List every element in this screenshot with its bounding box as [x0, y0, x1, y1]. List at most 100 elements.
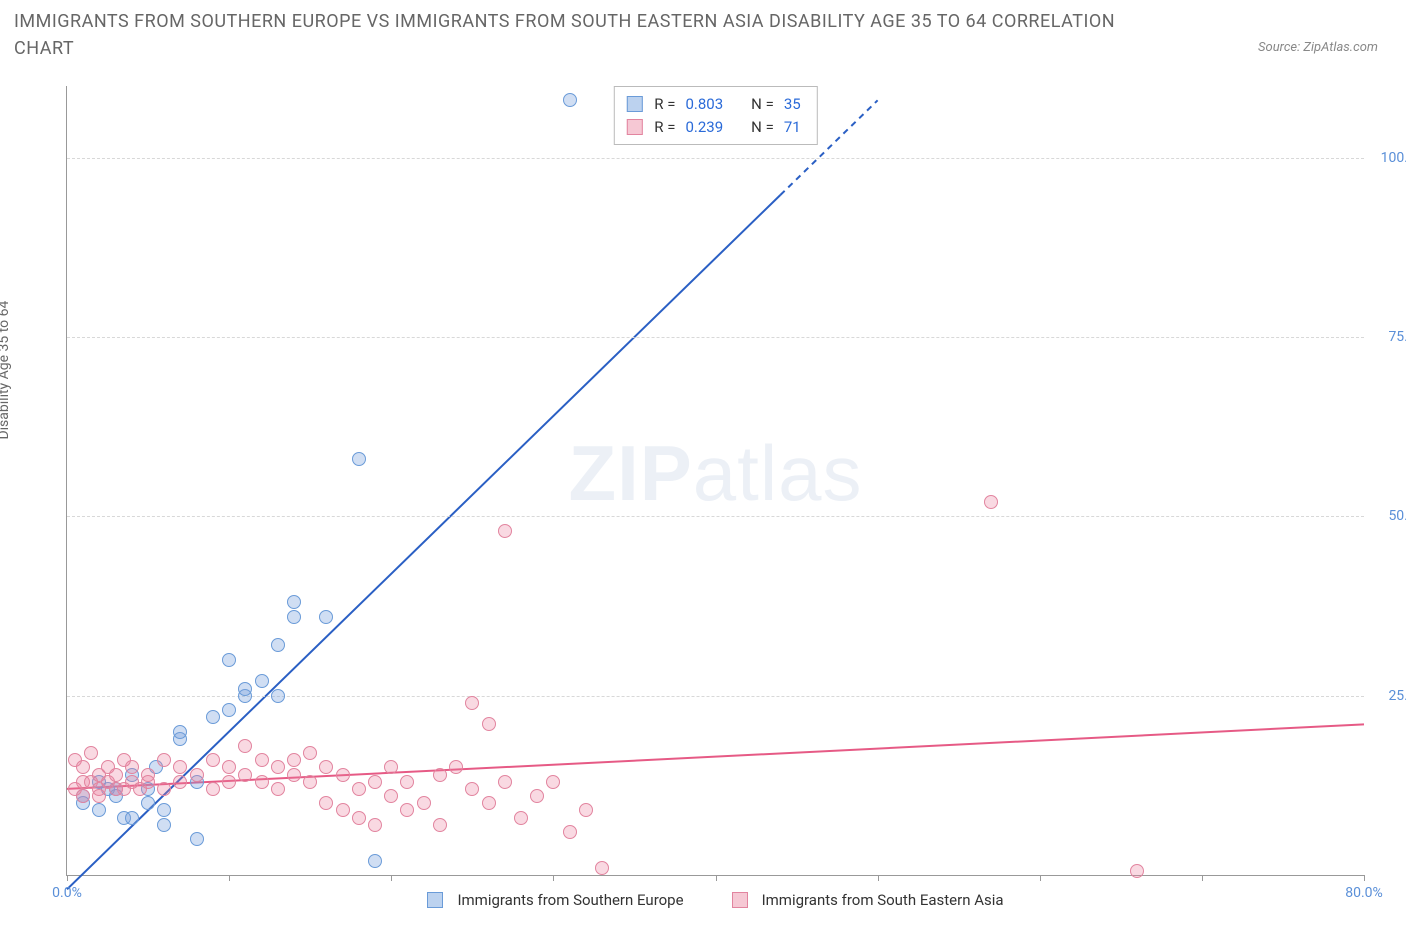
- legend-label: Immigrants from Southern Europe: [457, 891, 683, 909]
- scatter-point: [92, 789, 106, 803]
- swatch-icon: [626, 96, 642, 112]
- scatter-point: [190, 832, 204, 846]
- scatter-point: [206, 782, 220, 796]
- scatter-point: [368, 775, 382, 789]
- scatter-point: [417, 796, 431, 810]
- scatter-point: [271, 638, 285, 652]
- x-tick: [67, 875, 68, 881]
- scatter-point: [238, 739, 252, 753]
- scatter-point: [125, 760, 139, 774]
- scatter-point: [984, 495, 998, 509]
- n-label: N =: [751, 93, 774, 116]
- y-tick-label: 25.0%: [1370, 688, 1406, 704]
- scatter-point: [530, 789, 544, 803]
- scatter-point: [271, 760, 285, 774]
- scatter-point: [319, 610, 333, 624]
- legend-item: Immigrants from Southern Europe: [427, 891, 683, 909]
- swatch-icon: [732, 892, 748, 908]
- scatter-point: [433, 818, 447, 832]
- scatter-point: [173, 760, 187, 774]
- series-legend: Immigrants from Southern Europe Immigran…: [67, 891, 1364, 909]
- scatter-point: [579, 803, 593, 817]
- scatter-point: [514, 811, 528, 825]
- n-label: N =: [751, 116, 774, 139]
- scatter-point: [287, 610, 301, 624]
- scatter-point: [384, 789, 398, 803]
- scatter-point: [76, 760, 90, 774]
- scatter-point: [173, 725, 187, 739]
- scatter-point: [109, 768, 123, 782]
- scatter-point: [238, 682, 252, 696]
- scatter-point: [303, 746, 317, 760]
- scatter-point: [255, 753, 269, 767]
- scatter-point: [465, 696, 479, 710]
- x-tick: [391, 875, 392, 881]
- scatter-point: [287, 595, 301, 609]
- x-tick: [1040, 875, 1041, 881]
- x-tick: [229, 875, 230, 881]
- scatter-point: [84, 746, 98, 760]
- r-value: 0.803: [685, 93, 723, 116]
- x-tick-label: 80.0%: [1345, 885, 1383, 901]
- legend-label: Immigrants from South Eastern Asia: [762, 891, 1004, 909]
- scatter-point: [449, 760, 463, 774]
- scatter-point: [255, 674, 269, 688]
- scatter-point: [287, 768, 301, 782]
- x-tick: [716, 875, 717, 881]
- scatter-point: [173, 775, 187, 789]
- scatter-point: [141, 796, 155, 810]
- stats-legend-row: R = 0.803 N = 35: [626, 93, 804, 116]
- r-value: 0.239: [685, 116, 723, 139]
- scatter-point: [157, 753, 171, 767]
- r-label: R =: [654, 93, 675, 116]
- scatter-point: [76, 789, 90, 803]
- scatter-point: [206, 710, 220, 724]
- scatter-point: [141, 775, 155, 789]
- scatter-point: [287, 753, 301, 767]
- scatter-point: [336, 768, 350, 782]
- scatter-point: [368, 818, 382, 832]
- n-value: 71: [784, 116, 801, 139]
- scatter-point: [222, 703, 236, 717]
- scatter-point: [92, 803, 106, 817]
- n-value: 35: [784, 93, 801, 116]
- chart-container: Disability Age 35 to 64 ZIPatlas R = 0.8…: [14, 86, 1392, 916]
- y-tick-label: 50.0%: [1370, 508, 1406, 524]
- x-tick-label: 0.0%: [52, 885, 82, 901]
- scatter-point: [222, 775, 236, 789]
- scatter-point: [319, 760, 333, 774]
- watermark: ZIPatlas: [568, 428, 862, 519]
- source-attribution: Source: ZipAtlas.com: [1258, 40, 1378, 55]
- gridline: [67, 337, 1364, 338]
- scatter-point: [222, 653, 236, 667]
- scatter-point: [595, 861, 609, 875]
- scatter-point: [482, 717, 496, 731]
- scatter-point: [482, 796, 496, 810]
- scatter-point: [1130, 864, 1144, 878]
- r-label: R =: [654, 116, 675, 139]
- scatter-point: [368, 854, 382, 868]
- scatter-point: [271, 782, 285, 796]
- scatter-point: [352, 782, 366, 796]
- scatter-point: [255, 775, 269, 789]
- scatter-point: [400, 803, 414, 817]
- stats-legend: R = 0.803 N = 35 R = 0.239 N = 71: [613, 86, 817, 145]
- scatter-point: [400, 775, 414, 789]
- chart-title: IMMIGRANTS FROM SOUTHERN EUROPE VS IMMIG…: [14, 8, 1134, 62]
- scatter-point: [563, 93, 577, 107]
- scatter-point: [352, 452, 366, 466]
- scatter-point: [125, 811, 139, 825]
- scatter-point: [238, 768, 252, 782]
- scatter-point: [465, 782, 479, 796]
- x-tick: [1364, 875, 1365, 881]
- y-axis-label: Disability Age 35 to 64: [0, 301, 12, 440]
- scatter-point: [157, 803, 171, 817]
- y-tick-label: 75.0%: [1370, 329, 1406, 345]
- scatter-point: [546, 775, 560, 789]
- scatter-point: [319, 796, 333, 810]
- stats-legend-row: R = 0.239 N = 71: [626, 116, 804, 139]
- scatter-point: [190, 768, 204, 782]
- legend-item: Immigrants from South Eastern Asia: [732, 891, 1004, 909]
- scatter-point: [157, 782, 171, 796]
- scatter-point: [222, 760, 236, 774]
